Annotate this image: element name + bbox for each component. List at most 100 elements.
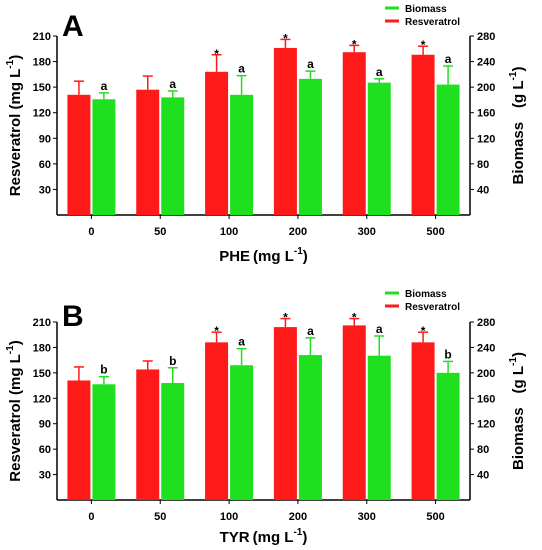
y-right-tick-label: 80: [477, 159, 489, 171]
y-axis-title-right-sup: -1: [508, 357, 519, 366]
x-tick-label: 50: [154, 226, 166, 238]
legend-label-resveratrol: Resveratrol: [405, 302, 460, 313]
y-axis-title-left-main: Resveratrol (mg L: [7, 354, 24, 482]
bar-biomass: [298, 78, 322, 215]
y-left-tick-label: 90: [39, 133, 51, 145]
y-axis-title-right-main: Biomass: [510, 122, 527, 185]
x-tick-label: 100: [220, 226, 238, 238]
y-left-tick-label: 60: [39, 444, 51, 456]
significance-label: b: [169, 354, 176, 368]
bar-biomass: [92, 99, 116, 215]
y-axis-title-left-close: ): [7, 55, 24, 60]
x-axis-title-main: TYR: [220, 529, 250, 546]
bar-resveratrol: [411, 54, 435, 215]
x-axis-title-close: ): [303, 248, 308, 265]
significance-label: *: [421, 38, 426, 52]
bar-biomass: [161, 383, 185, 500]
significance-label: a: [238, 335, 245, 349]
significance-label: *: [421, 324, 426, 338]
bar-biomass: [230, 94, 254, 215]
y-axis-title-right-close: ): [510, 352, 527, 357]
x-axis-title: TYR (mg L-1): [220, 527, 308, 546]
x-axis-title-sup: -1: [294, 246, 303, 257]
significance-label: a: [101, 79, 108, 93]
x-tick-label: 500: [426, 511, 444, 523]
y-left-tick-label: 210: [33, 31, 51, 43]
x-tick-label: 300: [358, 226, 376, 238]
bar-biomass: [92, 384, 116, 500]
y-right-tick-label: 240: [477, 57, 495, 69]
bar-biomass: [161, 97, 185, 215]
x-tick-label: 200: [289, 511, 307, 523]
significance-label: *: [352, 311, 357, 325]
x-axis-title-main: PHE: [219, 248, 250, 265]
y-left-tick-label: 90: [39, 419, 51, 431]
y-axis-title-right-sup: -1: [508, 71, 519, 80]
y-right-tick-label: 40: [477, 184, 489, 196]
y-axis-title-left-main: Resveratrol (mg L: [7, 69, 24, 197]
x-tick-label: 0: [88, 226, 94, 238]
significance-label: b: [444, 347, 451, 361]
y-right-tick-label: 120: [477, 133, 495, 145]
x-tick-label: 200: [289, 226, 307, 238]
y-right-tick-label: 160: [477, 393, 495, 405]
chart-panel-a: A 30 60 90 120 150 180 210 40 80 120 160 200 240 280 0 a…: [5, 4, 527, 265]
bar-resveratrol: [136, 89, 160, 215]
bar-resveratrol: [342, 325, 366, 500]
significance-label: a: [376, 322, 383, 336]
y-left-tick-label: 150: [33, 368, 51, 380]
y-axis-title-left: Resveratrol (mg L-1): [5, 55, 24, 196]
x-axis-title-unit: (mg L: [253, 248, 294, 265]
significance-label: *: [214, 324, 219, 338]
bar-resveratrol: [273, 47, 297, 215]
y-left-tick-label: 30: [39, 184, 51, 196]
chart-panel-b: B 30 60 90 120 150 180 210 40 80 120 160 200 240 280 0 b…: [5, 289, 527, 546]
x-tick-label: 0: [88, 511, 94, 523]
x-axis-title-sup: -1: [293, 527, 302, 538]
y-right-tick-label: 160: [477, 108, 495, 120]
bar-resveratrol: [273, 327, 297, 500]
y-left-tick-label: 60: [39, 159, 51, 171]
y-right-tick-label: 280: [477, 317, 495, 329]
significance-label: a: [307, 324, 314, 338]
x-axis-title: PHE (mg L-1): [219, 246, 308, 265]
y-left-tick-label: 180: [33, 57, 51, 69]
significance-label: *: [352, 37, 357, 51]
y-left-tick-label: 120: [33, 108, 51, 120]
bar-biomass: [230, 365, 254, 500]
bar-resveratrol: [342, 52, 366, 215]
y-left-tick-label: 30: [39, 470, 51, 482]
y-axis-title-right: Biomass (g L-1): [508, 352, 527, 470]
y-right-tick-label: 80: [477, 444, 489, 456]
y-left-tick-label: 180: [33, 342, 51, 354]
legend-label-biomass: Biomass: [405, 4, 447, 15]
bar-biomass: [436, 372, 460, 500]
x-tick-label: 300: [358, 511, 376, 523]
legend-label-resveratrol: Resveratrol: [405, 17, 460, 28]
y-right-tick-label: 240: [477, 342, 495, 354]
y-axis-title-left-close: ): [7, 340, 24, 345]
significance-label: a: [238, 62, 245, 76]
bar-biomass: [298, 355, 322, 500]
y-axis-title-left-sup: -1: [5, 345, 16, 354]
x-axis-title-unit: (mg L: [253, 529, 294, 546]
y-right-tick-label: 200: [477, 82, 495, 94]
panel-label: A: [62, 10, 84, 43]
significance-label: a: [307, 57, 314, 71]
x-tick-label: 50: [154, 511, 166, 523]
significance-label: a: [376, 65, 383, 79]
y-right-tick-label: 280: [477, 31, 495, 43]
x-tick-label: 100: [220, 511, 238, 523]
y-axis-title-left-sup: -1: [5, 59, 16, 68]
bar-resveratrol: [67, 94, 91, 215]
y-axis-title-right-close: ): [510, 67, 527, 72]
legend-label-biomass: Biomass: [405, 289, 447, 300]
significance-label: a: [445, 52, 452, 66]
bar-resveratrol: [205, 71, 229, 215]
y-right-tick-label: 40: [477, 470, 489, 482]
y-right-tick-label: 200: [477, 368, 495, 380]
bar-resveratrol: [136, 369, 160, 500]
y-axis-title-right-unit: (g L: [510, 80, 527, 108]
significance-label: *: [283, 311, 288, 325]
